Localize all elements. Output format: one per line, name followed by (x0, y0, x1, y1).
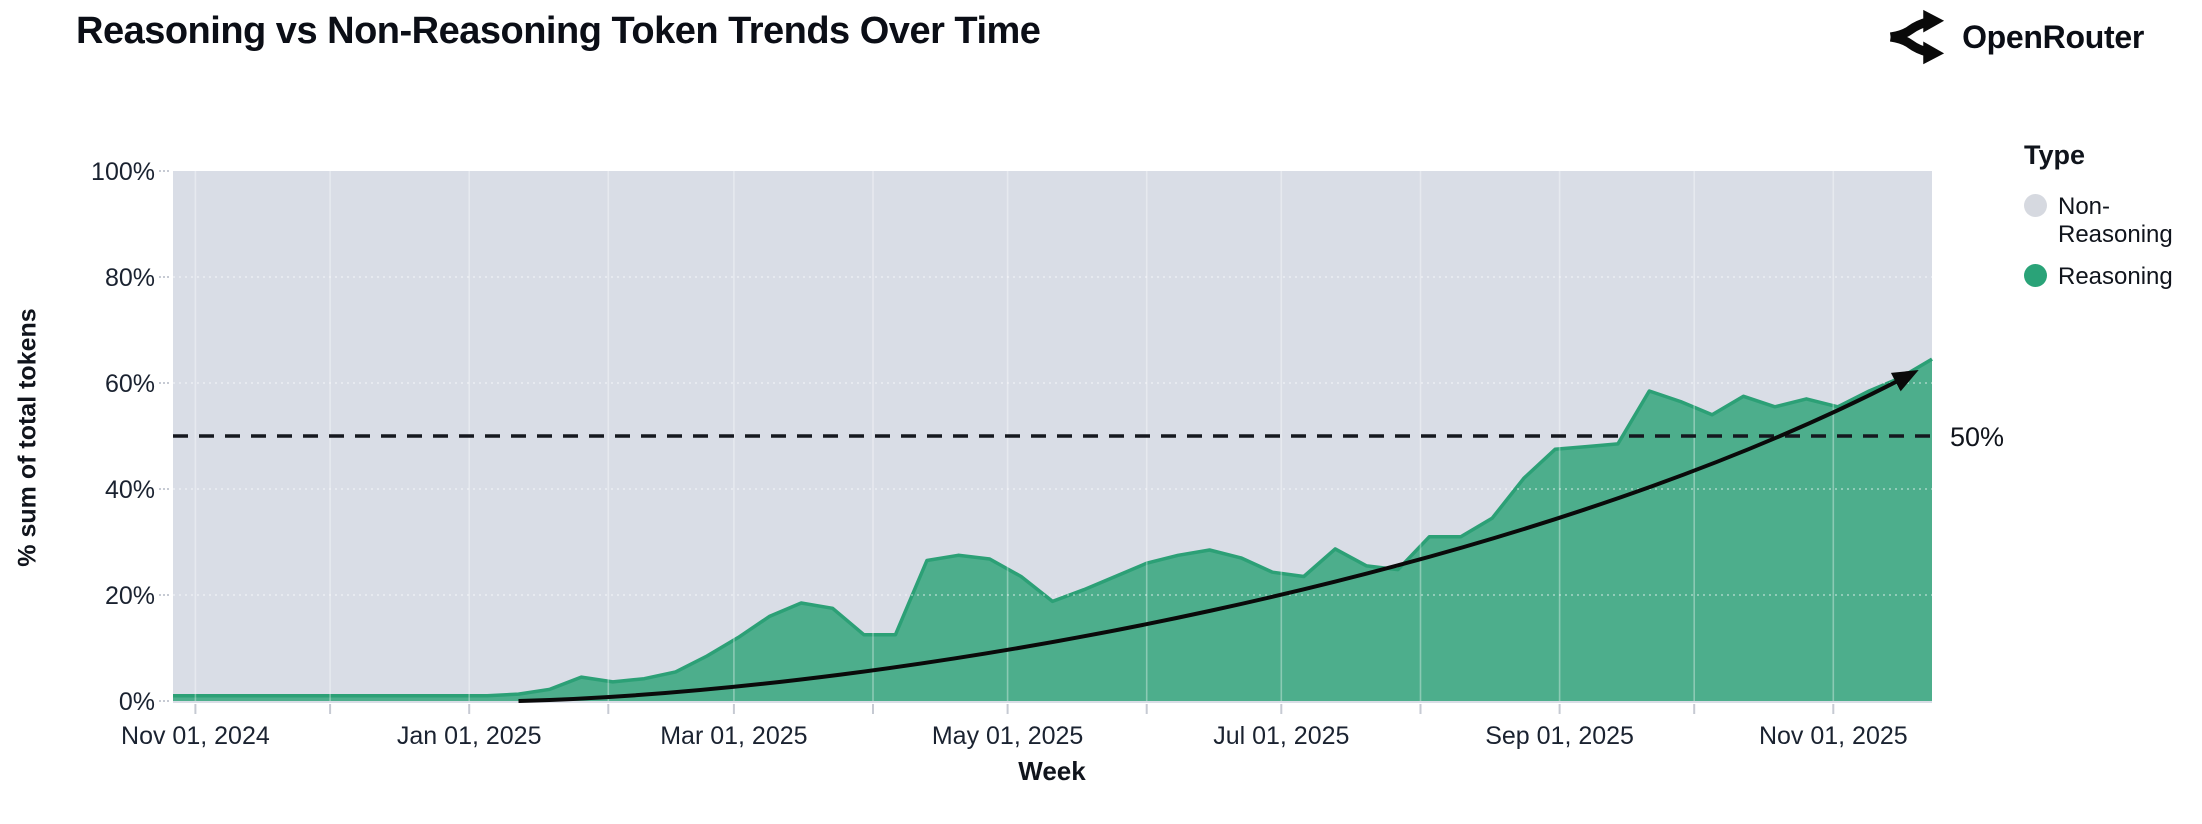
reasoning-line (173, 357, 1933, 698)
x-tick-label: Nov 01, 2024 (121, 722, 270, 750)
legend-swatch (2024, 194, 2047, 217)
legend-title: Type (2024, 140, 2086, 170)
legend-entry-reasoning[interactable]: Reasoning (2024, 263, 2196, 291)
x-axis-title: Week (1018, 756, 1086, 786)
y-tick-label: 20% (105, 582, 155, 610)
legend-entry-non-reasoning[interactable]: Non-Reasoning (2024, 193, 2196, 249)
legend-label: Reasoning (2058, 262, 2173, 290)
reasoning-area (173, 359, 1932, 701)
y-tick-label: 40% (105, 476, 155, 504)
y-tick-label: 80% (105, 264, 155, 292)
legend-label: Non-Reasoning (2058, 193, 2173, 248)
page-title: Reasoning vs Non-Reasoning Token Trends … (76, 10, 1041, 52)
x-tick-label: Sep 01, 2025 (1485, 722, 1634, 750)
openrouter-brand[interactable]: OpenRouter (1886, 8, 2144, 66)
x-tick-label: Nov 01, 2025 (1759, 722, 1908, 750)
y-tick-label: 0% (119, 688, 155, 716)
x-tick-label: Mar 01, 2025 (660, 722, 807, 750)
fifty-percent-label: 50% (1950, 422, 2004, 452)
y-axis-title: % sum of total tokens (13, 308, 42, 567)
x-tick-label: May 01, 2025 (932, 722, 1084, 750)
brand-name: OpenRouter (1962, 18, 2144, 55)
y-tick-label: 60% (105, 370, 155, 398)
legend: Type Non-Reasoning Reasoning (2024, 140, 2196, 304)
legend-swatch (2024, 263, 2047, 287)
y-tick-label: 100% (91, 158, 155, 186)
trend-arrow (518, 369, 1919, 703)
x-tick-label: Jul 01, 2025 (1213, 722, 1349, 750)
x-tick-label: Jan 01, 2025 (397, 722, 542, 750)
openrouter-fork-icon (1890, 9, 1945, 65)
